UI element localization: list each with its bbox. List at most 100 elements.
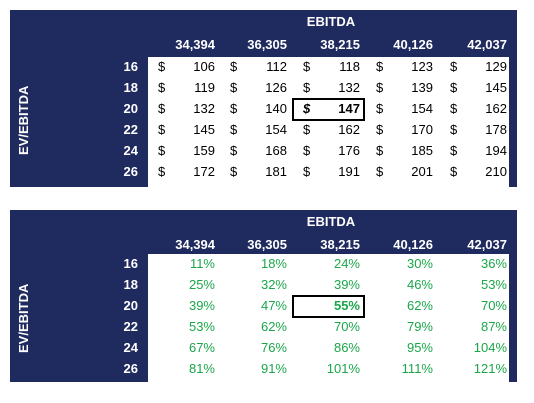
ev-ebitda-label: EV/EBITDA <box>16 85 31 155</box>
row-header: 18 <box>123 277 138 292</box>
value-cell: 191 <box>338 164 360 179</box>
value-cell: 181 <box>265 164 287 179</box>
percent-cell: 70% <box>333 319 360 334</box>
ebitda-header: EBITDA <box>306 214 356 229</box>
percent-cell: 18% <box>260 256 287 271</box>
currency-symbol: $ <box>158 59 166 74</box>
currency-symbol: $ <box>450 101 458 116</box>
percent-cell: 53% <box>188 319 215 334</box>
currency-symbol: $ <box>230 80 238 95</box>
percent-cell: 39% <box>333 277 360 292</box>
currency-symbol: $ <box>158 80 166 95</box>
percent-cell: 121% <box>473 361 507 376</box>
percent-cell: 70% <box>480 298 507 313</box>
percent-cell: 95% <box>406 340 433 355</box>
row-header: 24 <box>123 143 138 158</box>
column-header: 38,215 <box>320 237 360 252</box>
column-header: 36,305 <box>247 37 287 52</box>
column-header: 38,215 <box>320 37 360 52</box>
value-cell: 132 <box>338 80 360 95</box>
value-cell: 140 <box>265 101 287 116</box>
currency-symbol: $ <box>303 101 311 116</box>
row-header: 26 <box>123 164 138 179</box>
percent-cell: 39% <box>188 298 215 313</box>
currency-symbol: $ <box>376 164 384 179</box>
currency-symbol: $ <box>450 143 458 158</box>
currency-symbol: $ <box>450 59 458 74</box>
currency-symbol: $ <box>230 122 238 137</box>
currency-symbol: $ <box>303 164 311 179</box>
value-cell: 162 <box>485 101 507 116</box>
value-cell: 172 <box>193 164 215 179</box>
value-cell: 139 <box>411 80 433 95</box>
percent-cell: 30% <box>406 256 433 271</box>
value-cell: 129 <box>485 59 507 74</box>
value-cell: 123 <box>411 59 433 74</box>
highlight-box <box>292 295 365 318</box>
row-header: 26 <box>123 361 138 376</box>
currency-symbol: $ <box>303 143 311 158</box>
currency-symbol: $ <box>158 122 166 137</box>
ev-ebitda-label: EV/EBITDA <box>16 283 31 353</box>
value-cell: 185 <box>411 143 433 158</box>
value-cell: 194 <box>485 143 507 158</box>
value-cell: 176 <box>338 143 360 158</box>
row-header: 16 <box>123 256 138 271</box>
row-header: 20 <box>123 298 138 313</box>
percent-cell: 76% <box>260 340 287 355</box>
percent-cell: 53% <box>480 277 507 292</box>
value-cell: 178 <box>485 122 507 137</box>
value-cell: 145 <box>193 122 215 137</box>
percent-cell: 24% <box>333 256 360 271</box>
currency-symbol: $ <box>303 59 311 74</box>
currency-symbol: $ <box>230 101 238 116</box>
column-header: 42,037 <box>467 237 507 252</box>
currency-symbol: $ <box>158 101 166 116</box>
column-header: 34,394 <box>175 237 215 252</box>
percent-cell: 81% <box>188 361 215 376</box>
value-cell: 201 <box>411 164 433 179</box>
percent-cell: 62% <box>406 298 433 313</box>
percent-cell: 55% <box>333 298 360 313</box>
valuation-body: $106 $112 $118 $123 $129 $119 $126 $132 $139 $145… <box>148 57 509 187</box>
value-cell: 145 <box>485 80 507 95</box>
percent-cell: 25% <box>188 277 215 292</box>
row-header: 16 <box>123 59 138 74</box>
currency-symbol: $ <box>376 143 384 158</box>
value-cell: 112 <box>266 59 287 74</box>
row-header: 22 <box>123 122 138 137</box>
currency-symbol: $ <box>376 59 384 74</box>
value-cell: 154 <box>265 122 287 137</box>
row-header: 24 <box>123 340 138 355</box>
currency-symbol: $ <box>230 143 238 158</box>
currency-symbol: $ <box>376 101 384 116</box>
row-header: 18 <box>123 80 138 95</box>
value-cell: 210 <box>485 164 507 179</box>
currency-symbol: $ <box>376 80 384 95</box>
currency-symbol: $ <box>230 59 238 74</box>
currency-symbol: $ <box>450 122 458 137</box>
column-header: 36,305 <box>247 237 287 252</box>
currency-symbol: $ <box>450 80 458 95</box>
ebitda-header: EBITDA <box>306 14 356 29</box>
return-table: EBITDA 34,394 36,305 38,215 40,126 42,037 EV… <box>10 210 517 382</box>
percent-cell: 67% <box>188 340 215 355</box>
valuation-table: EBITDA 34,394 36,305 38,215 40,126 42,037 EV… <box>10 10 517 187</box>
row-header: 22 <box>123 319 138 334</box>
return-body: 11% 18% 24% 30% 36% 25% 32% 39% 46% 53% 39% 47% 55% 6… <box>148 254 509 382</box>
column-header: 34,394 <box>175 37 215 52</box>
percent-cell: 79% <box>406 319 433 334</box>
value-cell: 132 <box>193 101 215 116</box>
value-cell: 147 <box>338 101 360 116</box>
value-cell: 170 <box>411 122 433 137</box>
highlight-box <box>292 98 365 121</box>
percent-cell: 62% <box>260 319 287 334</box>
currency-symbol: $ <box>303 122 311 137</box>
percent-cell: 46% <box>406 277 433 292</box>
percent-cell: 32% <box>260 277 287 292</box>
column-header: 40,126 <box>393 237 433 252</box>
percent-cell: 104% <box>473 340 507 355</box>
currency-symbol: $ <box>303 80 311 95</box>
column-header: 40,126 <box>393 37 433 52</box>
percent-cell: 47% <box>260 298 287 313</box>
